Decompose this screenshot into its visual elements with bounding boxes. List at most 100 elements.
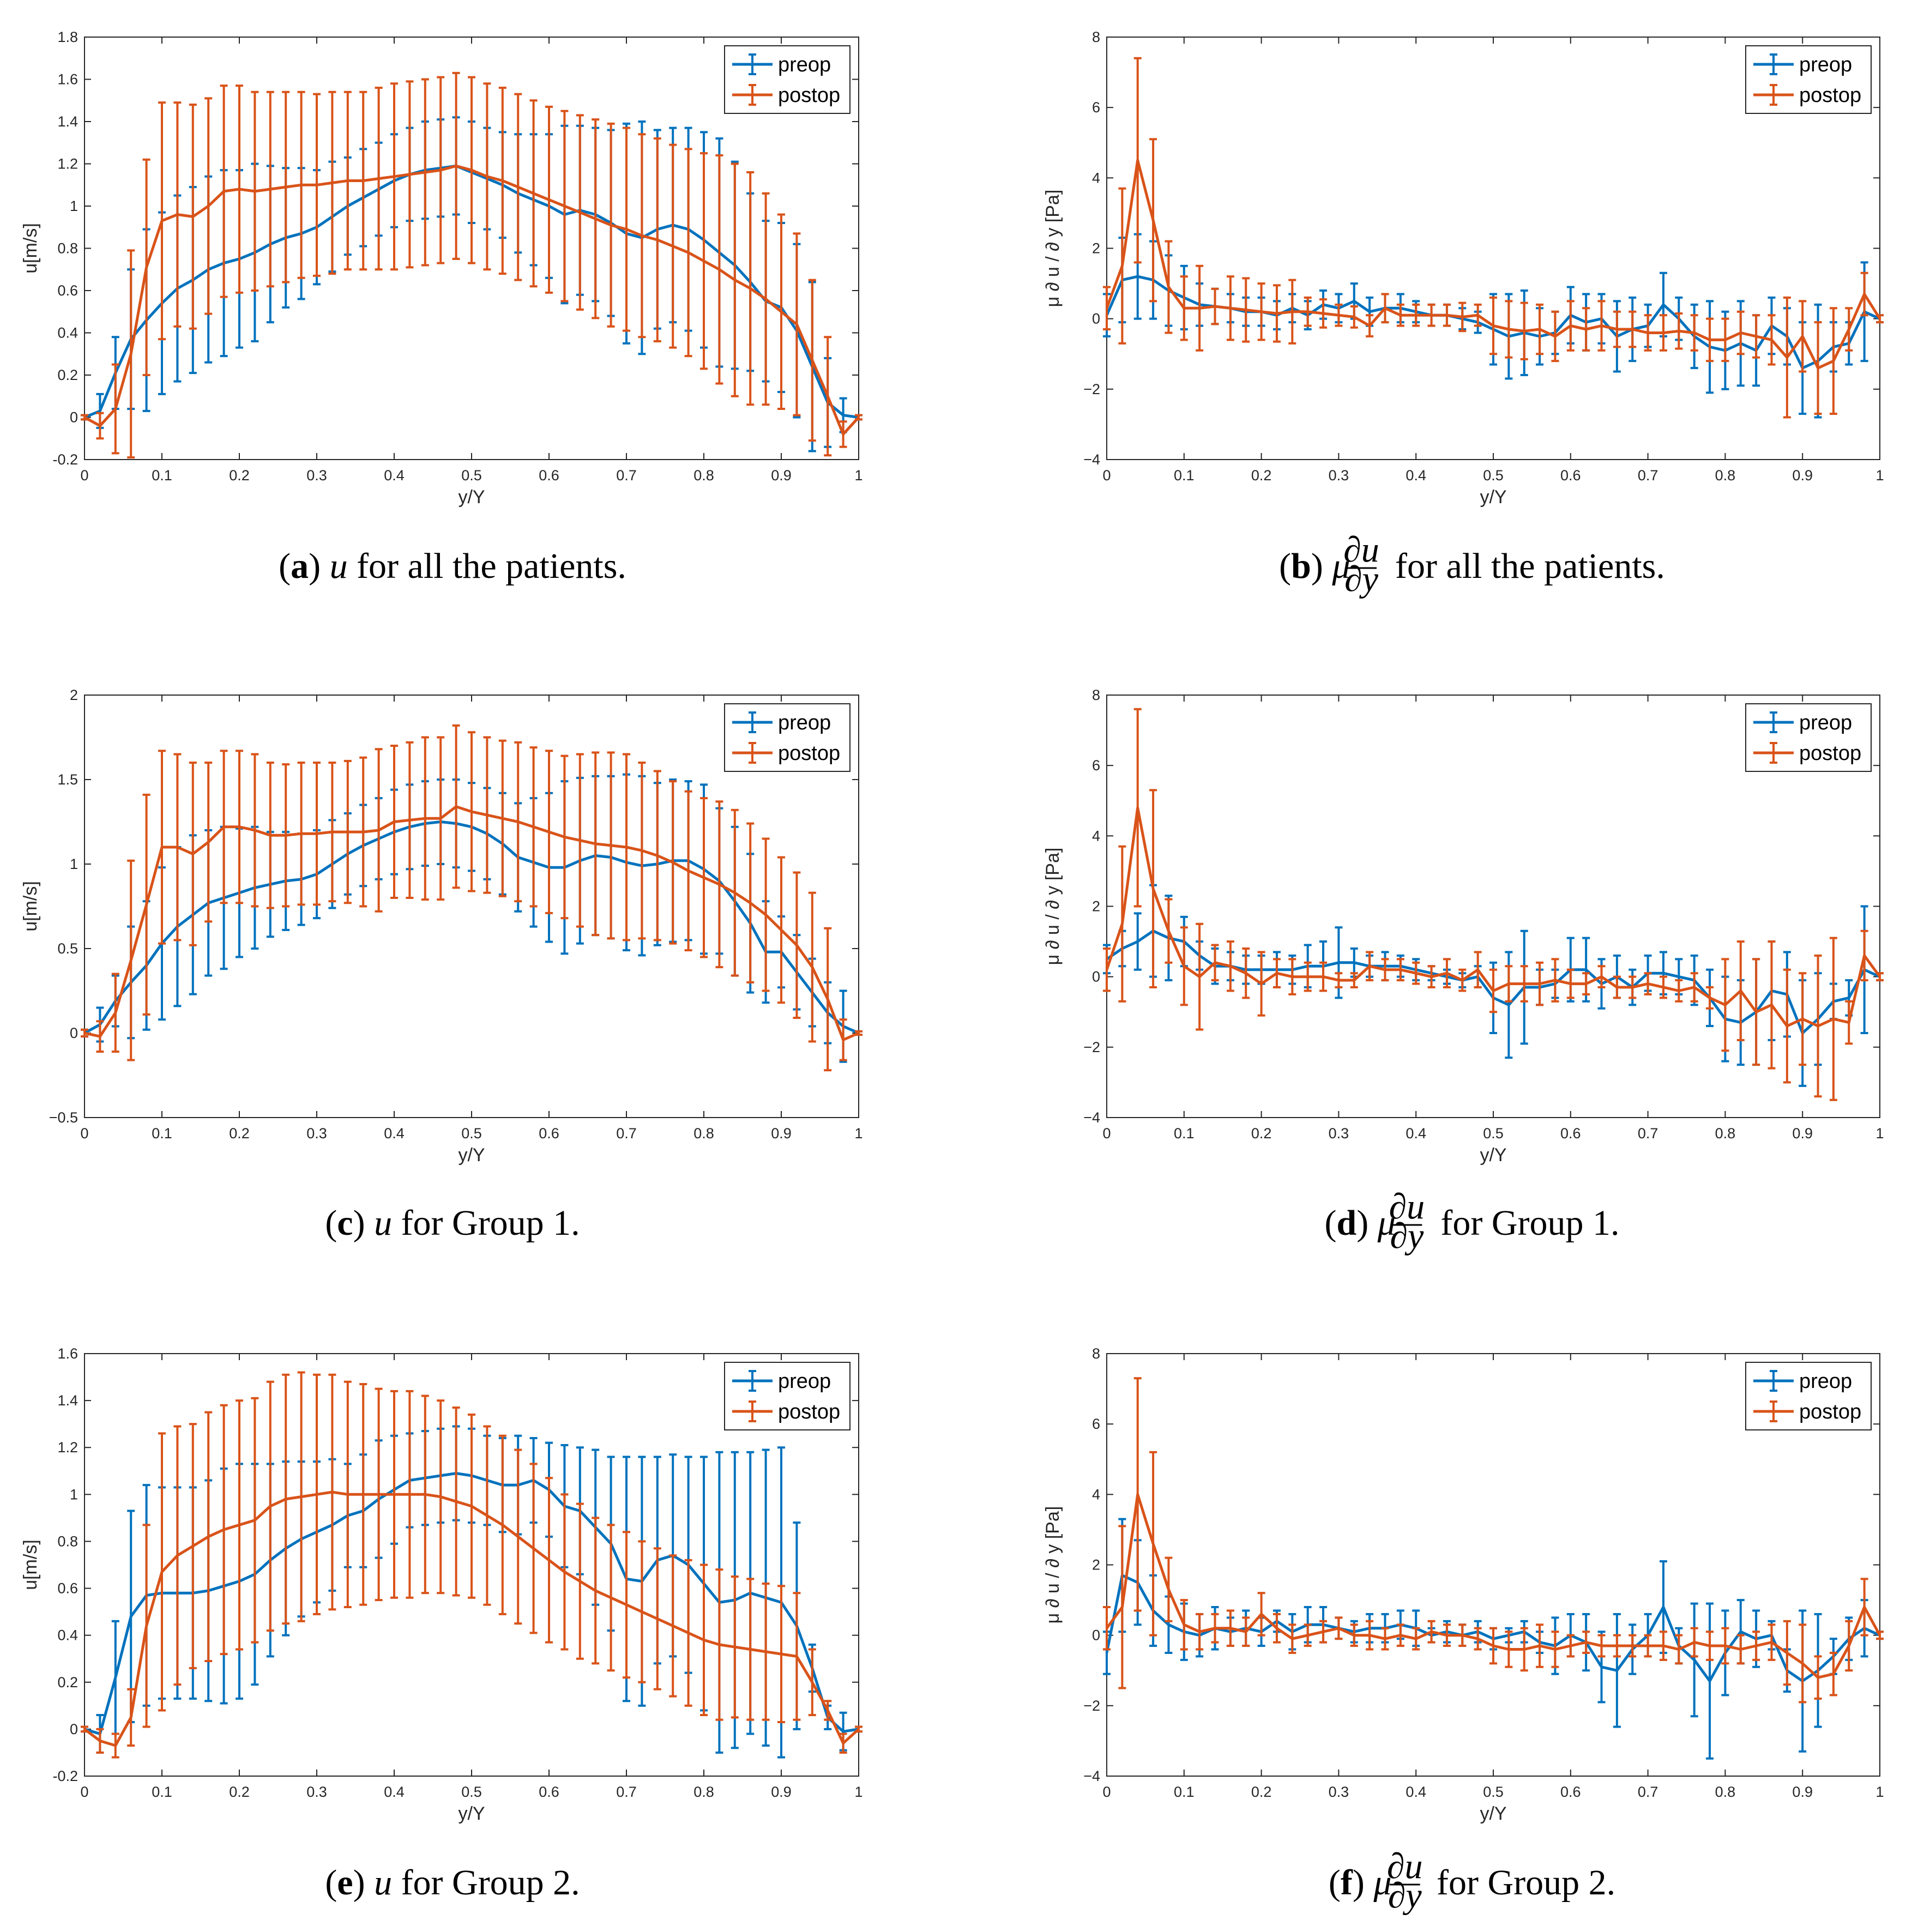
y-tick-label: 1.6 [57,71,78,88]
y-tick-label: 2 [1092,1557,1100,1573]
data-point [1709,1645,1711,1647]
data-point [238,1524,240,1526]
legend-box [724,1362,851,1430]
data-point [1337,1627,1340,1629]
x-tick-label: 0.9 [1792,1125,1813,1142]
data-point [1662,1606,1664,1608]
series-postop [81,71,862,459]
caption-letter: c [337,1203,353,1243]
data-point [1801,1662,1804,1664]
data-point [1724,339,1726,341]
y-tick-label: 1 [70,198,78,214]
data-point [161,846,163,848]
x-tick-label: 0.7 [1638,467,1658,484]
data-point [1198,1631,1201,1633]
y-tick-label: 6 [1092,99,1100,116]
data-point [1755,1011,1757,1013]
data-point [130,959,132,962]
data-point [1415,972,1417,974]
x-axis-label: y/Y [1480,1145,1506,1166]
data-point [842,1742,845,1744]
data-point [502,817,504,819]
data-point [1631,986,1633,988]
data-point [1601,325,1603,327]
y-tick-label: −2 [1083,1039,1100,1055]
y-tick-label: −4 [1083,1109,1100,1126]
legend-label-postop: postop [1799,1400,1861,1423]
series-postop [1103,708,1884,1101]
data-point [1106,1652,1108,1654]
data-point [1446,972,1448,974]
data-point [1817,1025,1819,1027]
data-point [1121,1606,1123,1608]
x-tick-label: 0.8 [1715,1784,1736,1800]
x-tick-label: 0.4 [384,467,405,484]
x-tick-label: 0 [80,1125,88,1142]
data-point [795,1655,798,1657]
x-tick-label: 0.5 [461,1784,482,1800]
y-tick-label: 0 [1092,311,1100,327]
y-axis-label: μ ∂ u / ∂ y [Pa] [1042,848,1063,965]
data-point [439,169,442,171]
data-point [1492,990,1494,992]
data-point [1863,1606,1866,1608]
data-point [424,817,426,819]
x-tick-label: 0.3 [306,1125,327,1142]
x-tick-label: 0.8 [1715,467,1736,484]
data-point [1446,314,1448,316]
data-point [1678,1649,1680,1650]
y-tick-label: 0.4 [57,1627,78,1644]
caption-paren: ) [353,1863,374,1903]
caption-letter: d [1336,1203,1356,1243]
y-tick-label: 0.2 [57,367,78,383]
caption-letter: f [1341,1863,1353,1903]
y-tick-label: 0.5 [57,940,78,957]
y-tick-label: 1.8 [57,29,78,45]
caption-symbol: u [374,1203,392,1243]
caption-text: for all the patients. [348,546,626,586]
data-point [548,831,550,833]
data-point [1832,1673,1835,1675]
data-point [1523,330,1525,332]
data-point [1848,1645,1850,1647]
data-point [1848,1022,1850,1024]
data-point [238,188,240,190]
x-tick-label: 1 [854,1784,862,1800]
y-tick-label: 0 [70,1721,78,1737]
caption-fraction: ∂u∂y [1387,1846,1423,1916]
x-tick-label: 0.2 [229,1125,250,1142]
data-point [362,180,364,182]
data-point [254,190,256,192]
data-point [1198,307,1201,309]
data-point [1879,976,1881,978]
data-point [130,353,132,355]
data-point [502,180,504,182]
data-point [130,1716,132,1718]
y-tick-label: 2 [70,687,78,703]
data-point [718,1644,720,1646]
data-point [1183,1623,1185,1626]
data-point [1167,286,1169,288]
data-point [1384,1638,1386,1640]
data-point [1585,969,1587,971]
data-point [548,1559,550,1561]
caption-letter: a [291,546,309,586]
data-point [1431,314,1433,316]
data-point [486,814,488,816]
data-point [1693,1659,1696,1661]
y-tick-label: 4 [1092,828,1100,844]
x-tick-label: 0.6 [1560,467,1581,484]
data-point [1801,1018,1804,1020]
x-tick-label: 0.3 [306,467,327,484]
x-tick-label: 0.4 [1406,467,1426,484]
data-point [1477,969,1479,971]
data-point [223,826,225,828]
data-point [703,1639,705,1641]
data-point [656,855,659,856]
data-point [300,832,303,835]
caption-paren: ( [325,1863,337,1903]
data-point [1106,1627,1108,1629]
series-postop [81,1371,862,1759]
data-point [780,1653,782,1655]
data-point [1167,930,1169,932]
